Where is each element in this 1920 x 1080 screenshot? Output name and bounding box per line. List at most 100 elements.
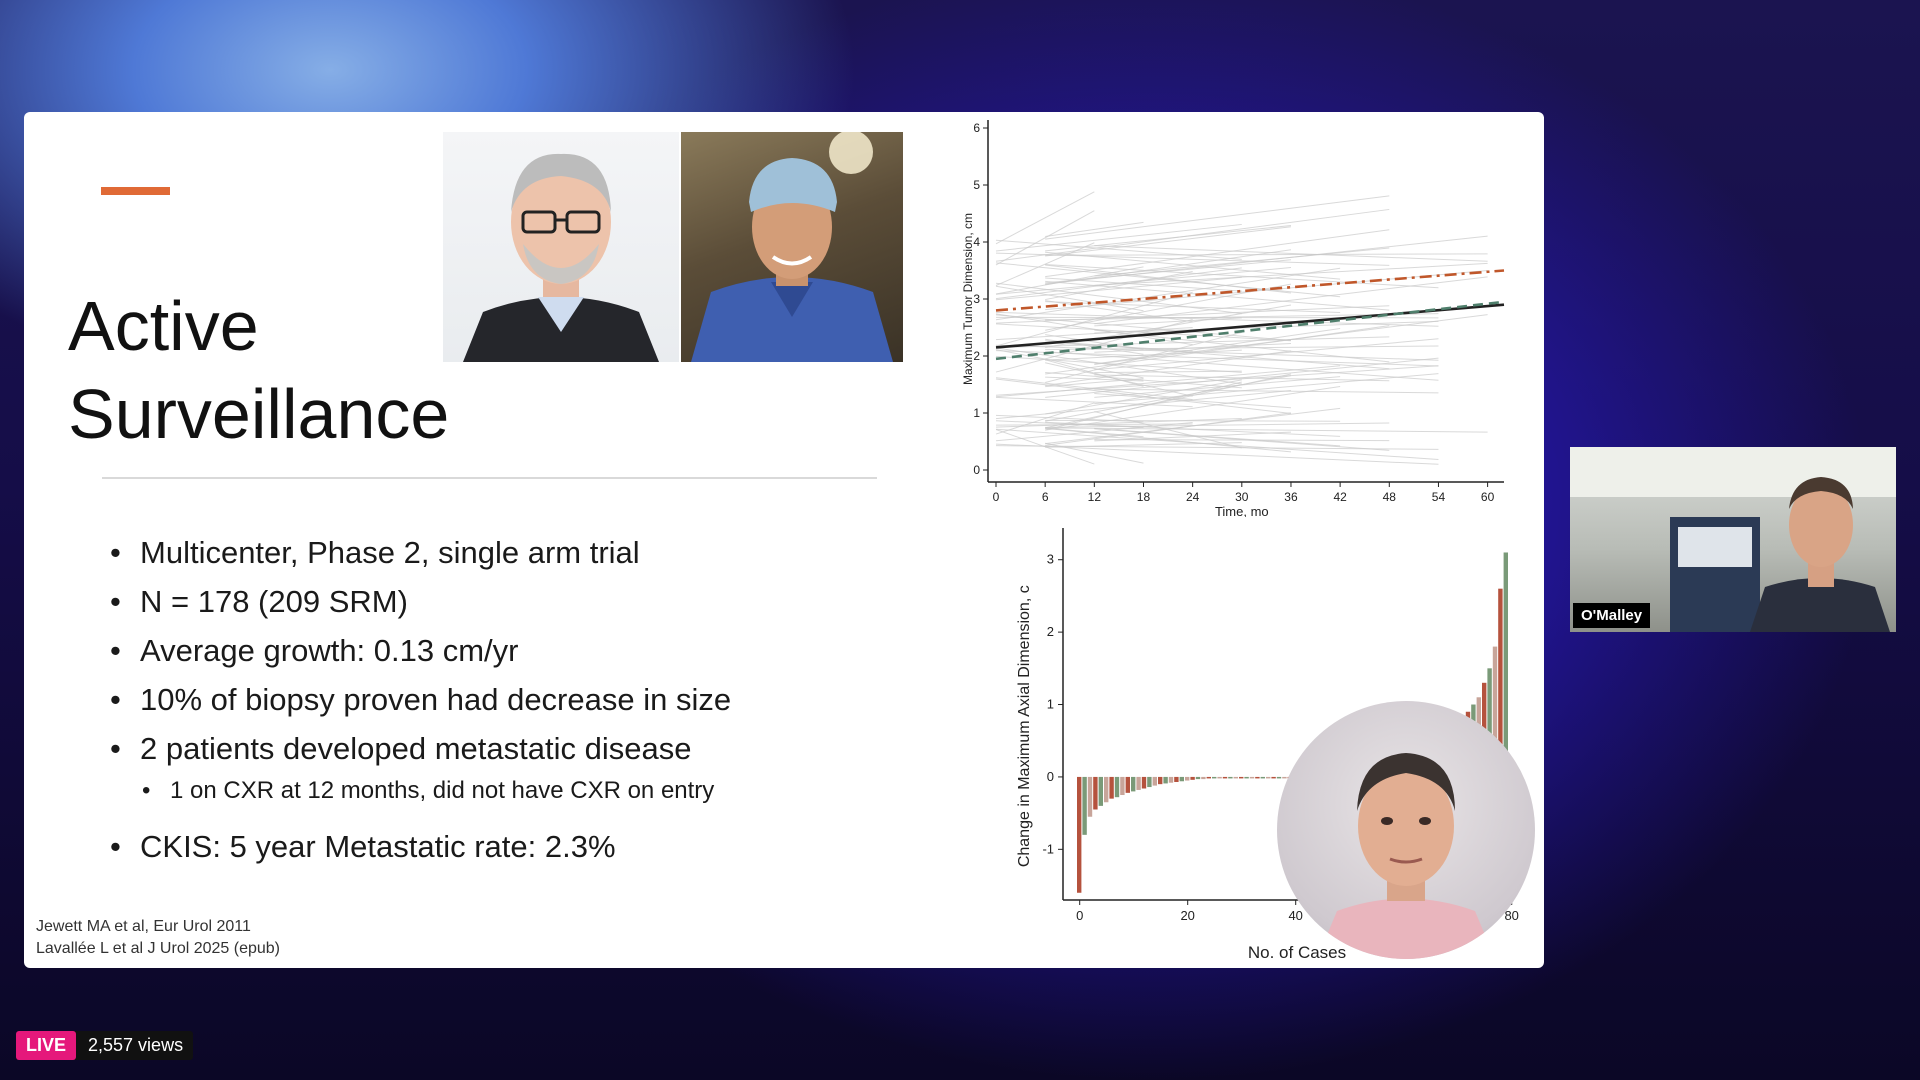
- waterfall-bar: [1168, 776, 1174, 783]
- patient-trajectory: [995, 443, 1439, 465]
- patient-trajectory: [1094, 373, 1439, 405]
- waterfall-bar: [1503, 552, 1508, 777]
- bullet-item: 2 patients developed metastatic disease: [110, 724, 731, 773]
- x-tick-label: 20: [1180, 908, 1194, 923]
- slide-title: Active Surveillance: [68, 287, 450, 453]
- patient-trajectory: [1094, 320, 1439, 334]
- citation: Jewett MA et al, Eur Urol 2011: [36, 918, 251, 935]
- patient-trajectory: [995, 344, 1439, 361]
- waterfall-bar: [1212, 776, 1217, 779]
- patient-trajectory: [1045, 427, 1488, 433]
- waterfall-bar: [1222, 776, 1228, 779]
- patient-trajectory: [1045, 419, 1341, 422]
- y-tick-label: 1: [973, 406, 980, 420]
- divider: [102, 477, 877, 479]
- y-tick-label: 2: [1047, 624, 1054, 639]
- participant-name-tag: O'Malley: [1573, 603, 1651, 628]
- y-tick-label: 0: [1047, 769, 1054, 784]
- waterfall-bar: [1266, 776, 1271, 779]
- patient-trajectory: [1094, 338, 1439, 371]
- patient-trajectory: [1045, 251, 1341, 280]
- x-tick-label: 18: [1137, 490, 1151, 504]
- y-tick-label: 3: [973, 292, 980, 306]
- waterfall-bar: [1249, 776, 1255, 779]
- waterfall-bar: [1276, 776, 1282, 779]
- y-tick-label: 3: [1047, 552, 1054, 567]
- x-tick-label: 54: [1432, 490, 1446, 504]
- view-count: 2,557 views: [88, 1035, 184, 1055]
- patient-trajectory: [1094, 328, 1341, 365]
- patient-trajectory: [1094, 374, 1390, 382]
- waterfall-bar: [1217, 776, 1222, 779]
- patient-trajectory: [1045, 442, 1144, 464]
- x-tick-label: 24: [1186, 490, 1200, 504]
- patient-trajectory: [995, 262, 1341, 298]
- waterfall-bar: [1282, 776, 1287, 779]
- waterfall-bar: [1131, 776, 1136, 792]
- patient-trajectory: [995, 349, 1144, 379]
- y-tick-label: 4: [973, 235, 980, 249]
- patient-trajectory: [1045, 249, 1292, 286]
- x-tick-label: 30: [1235, 490, 1249, 504]
- patient-trajectory: [1045, 225, 1292, 252]
- waterfall-bar: [1141, 776, 1147, 789]
- y-tick-label: 0: [973, 463, 980, 477]
- participant-video-tile[interactable]: O'Malley: [1570, 447, 1896, 632]
- waterfall-bar: [1201, 776, 1206, 780]
- patient-trajectory: [995, 276, 1242, 301]
- sub-bullet-item: 1 on CXR at 12 months, did not have CXR …: [110, 773, 731, 809]
- x-tick-label: 0: [1076, 908, 1083, 923]
- patient-trajectory: [1045, 351, 1439, 381]
- waterfall-bar: [1233, 776, 1238, 779]
- accent-bar: [101, 187, 170, 195]
- citation: Lavallée L et al J Urol 2025 (epub): [36, 940, 280, 957]
- patient-trajectory: [1094, 431, 1291, 442]
- patient-trajectory: [995, 389, 1292, 420]
- y-tick-label: 5: [973, 178, 980, 192]
- patient-trajectory: [995, 242, 1095, 286]
- x-tick-label: 6: [1042, 490, 1049, 504]
- patient-trajectory: [995, 282, 1242, 315]
- patient-trajectory: [995, 267, 1292, 295]
- y-axis-label: Maximum Tumor Dimension, cm: [961, 213, 975, 385]
- patient-trajectory: [1094, 370, 1242, 374]
- trend-line: [995, 300, 1505, 361]
- patient-trajectory: [1045, 371, 1242, 389]
- waterfall-bar: [1195, 776, 1201, 780]
- waterfall-bar: [1125, 776, 1130, 793]
- y-tick-label: 2: [973, 349, 980, 363]
- patient-trajectory: [1094, 247, 1390, 277]
- patient-trajectory: [1045, 195, 1390, 240]
- x-tick-label: 40: [1288, 908, 1302, 923]
- patient-trajectory: [995, 336, 1390, 349]
- bullet-item: Average growth: 0.13 cm/yr: [110, 626, 731, 675]
- waterfall-bar: [1152, 776, 1157, 786]
- waterfall-bar: [1179, 776, 1184, 782]
- patient-trajectory: [1045, 271, 1193, 301]
- x-axis-label: Time, mo: [1215, 504, 1269, 517]
- x-tick-label: 0: [993, 490, 1000, 504]
- waterfall-bar: [1163, 776, 1168, 784]
- patient-trajectory: [1045, 221, 1144, 238]
- trend-line: [995, 269, 1505, 312]
- bullet-item: N = 178 (209 SRM): [110, 577, 731, 626]
- patient-trajectory: [995, 191, 1095, 245]
- x-tick-label: 80: [1504, 908, 1518, 923]
- patient-trajectory: [1045, 325, 1390, 375]
- patient-trajectory: [1045, 442, 1242, 448]
- bullet-item: Multicenter, Phase 2, single arm trial: [110, 528, 731, 577]
- patient-trajectory: [995, 402, 1095, 435]
- citations: Jewett MA et al, Eur Urol 2011 Lavallée …: [36, 916, 280, 960]
- patient-trajectory: [995, 396, 1193, 408]
- waterfall-bar: [1206, 776, 1211, 779]
- x-tick-label: 12: [1088, 490, 1102, 504]
- waterfall-bar: [1136, 776, 1141, 790]
- patient-trajectory: [1045, 386, 1341, 431]
- waterfall-bar: [1098, 776, 1103, 806]
- waterfall-bar: [1487, 668, 1492, 777]
- bullet-list: Multicenter, Phase 2, single arm trial N…: [110, 528, 731, 871]
- waterfall-bar: [1190, 776, 1195, 780]
- y-axis-label: Change in Maximum Axial Dimension, c: [1016, 585, 1033, 867]
- bullet-item: CKIS: 5 year Metastatic rate: 2.3%: [110, 822, 731, 871]
- waterfall-bar: [1077, 776, 1082, 893]
